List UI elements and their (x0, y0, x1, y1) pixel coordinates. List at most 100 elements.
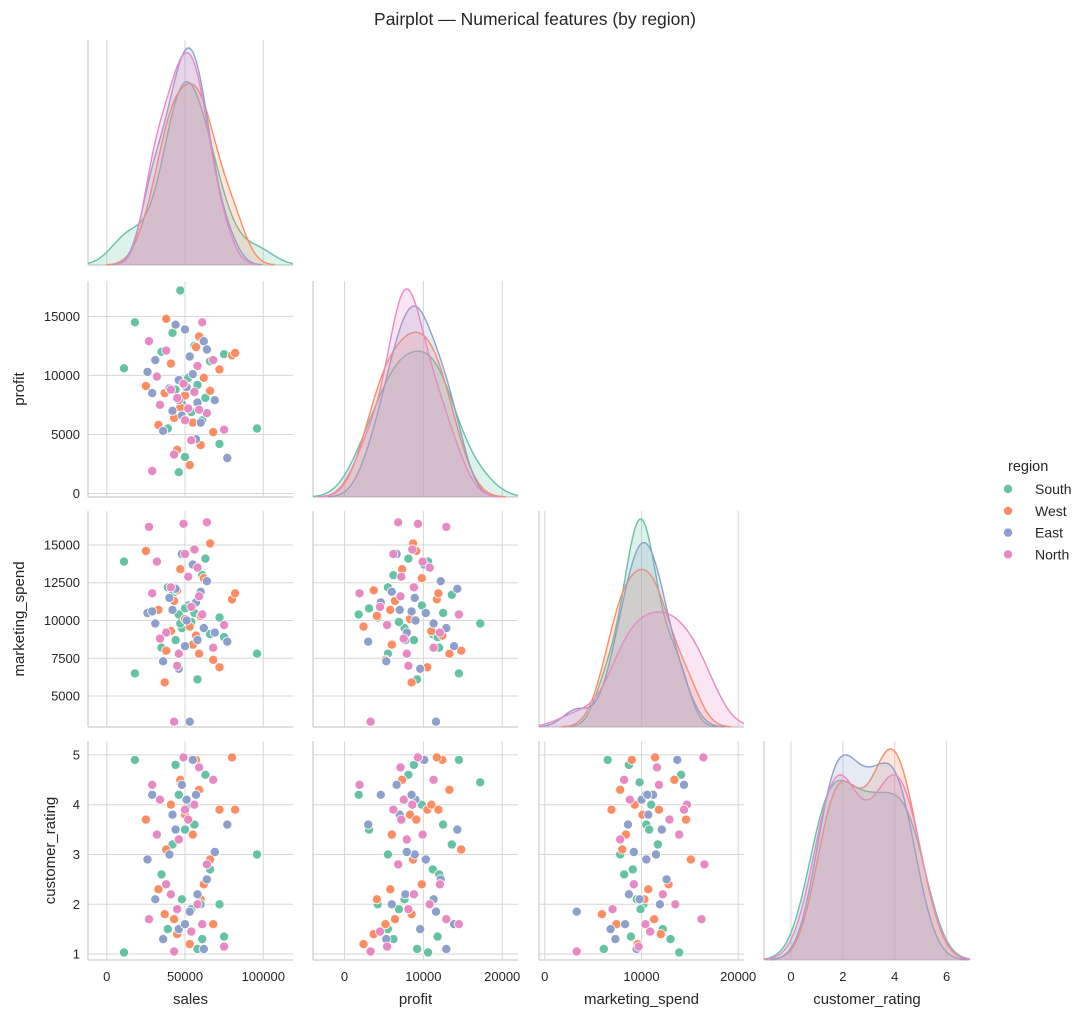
scatter-point-north (401, 834, 412, 845)
scatter-point-north (393, 517, 404, 528)
scatter-point-north (178, 378, 189, 389)
scatter-point-north (374, 926, 385, 937)
scatter-point-north (354, 588, 365, 599)
scatter-point-west (406, 677, 417, 688)
scatter-point-east (406, 789, 417, 800)
panel-customer_rating-vs-customer_rating: 0 2 4 6 customer_rating (763, 741, 971, 1008)
scatter-point-west (431, 752, 442, 763)
scatter-point-south (438, 819, 449, 830)
scatter-point-east (164, 592, 175, 603)
panel-marketing_spend-vs-sales: 5000 7500 10000 12500 15000 marketing_spend (11, 511, 293, 728)
scatter-point-north (192, 899, 203, 910)
scatter-point-south (162, 924, 173, 935)
scatter-point-south (129, 668, 140, 679)
scatter-point-north (674, 829, 685, 840)
scatter-point-east (605, 924, 616, 935)
legend-item-west: West (1003, 503, 1067, 519)
y-tick-label: 10000 (44, 368, 80, 383)
kde-line-north (538, 611, 745, 727)
x-tick-label: 0 (541, 969, 548, 984)
scatter-point-north (154, 633, 165, 644)
scatter-point-south (176, 894, 187, 905)
scatter-point-north (434, 879, 445, 890)
scatter-point-east (181, 615, 192, 626)
scatter-point-north (428, 774, 439, 785)
scatter-point-west (685, 854, 696, 865)
scatter-point-north (696, 914, 707, 925)
scatter-point-north (186, 435, 197, 446)
scatter-point-west (385, 604, 396, 615)
scatter-point-north (186, 926, 197, 937)
y-axis-label: profit (11, 372, 28, 406)
scatter-point-west (159, 909, 170, 920)
scatter-point-west (386, 639, 397, 650)
scatter-point-north (219, 620, 230, 631)
scatter-point-south (619, 869, 630, 880)
scatter-point-south (129, 317, 140, 328)
x-axis-label: profit (399, 991, 433, 1008)
scatter-point-north (412, 518, 423, 529)
scatter-point-north (192, 562, 203, 573)
y-axis-label: customer_rating (42, 797, 59, 905)
scatter-point-south (214, 612, 225, 623)
scatter-point-east (410, 615, 421, 626)
scatter-point-east (167, 405, 178, 416)
scatter-point-east (430, 716, 441, 727)
scatter-point-north (147, 588, 158, 599)
legend-label: West (1035, 503, 1067, 519)
scatter-point-east (201, 874, 212, 885)
kde-line-north (318, 288, 501, 498)
scatter-point-east (391, 779, 402, 790)
scatter-point-east (195, 417, 206, 428)
scatter-point-west (187, 829, 198, 840)
x-tick-label: 0 (787, 969, 794, 984)
scatter-point-north (607, 904, 618, 915)
scatter-point-north (161, 345, 172, 356)
scatter-point-east (147, 789, 158, 800)
scatter-point-west (389, 914, 400, 925)
y-tick-label: 5000 (51, 427, 80, 442)
scatter-point-north (219, 424, 230, 435)
legend-marker (1003, 550, 1013, 559)
legend: region South West East North (1003, 459, 1072, 562)
scatter-point-west (617, 844, 628, 855)
scatter-point-east (642, 789, 653, 800)
scatter-point-south (353, 789, 364, 800)
scatter-point-north (189, 386, 200, 397)
scatter-point-west (159, 677, 170, 688)
scatter-point-south (170, 759, 181, 770)
scatter-point-west (596, 909, 607, 920)
scatter-point-east (623, 889, 634, 900)
scatter-point-south (173, 789, 184, 800)
panel-marketing_spend-vs-marketing_spend (538, 511, 745, 728)
x-tick-label: 4 (891, 969, 898, 984)
scatter-point-south (475, 777, 486, 788)
scatter-point-north (161, 627, 172, 638)
scatter-point-south (156, 869, 167, 880)
scatter-point-south (634, 777, 645, 788)
scatter-point-east (187, 754, 198, 765)
panel-customer_rating-vs-marketing_spend: 0 10000 20000 marketing_spend (538, 741, 756, 1008)
scatter-point-south (403, 553, 414, 564)
scatter-point-east (661, 874, 672, 885)
scatter-point-east (170, 824, 181, 835)
scatter-point-west (230, 804, 241, 815)
x-tick-label: 0 (341, 969, 348, 984)
scatter-point-south (200, 392, 211, 403)
scatter-point-west (626, 754, 637, 765)
scatter-point-north (417, 829, 428, 840)
x-tick-label: 100000 (242, 969, 285, 984)
scatter-point-west (214, 804, 225, 815)
kde-line-north (763, 774, 971, 961)
scatter-point-south (129, 754, 140, 765)
scatter-point-west (371, 611, 382, 622)
scatter-point-east (142, 366, 153, 377)
scatter-point-east (415, 663, 426, 674)
y-tick-label: 3 (73, 847, 80, 862)
scatter-point-south (214, 438, 225, 449)
scatter-point-south (382, 849, 393, 860)
panel-sales-vs-sales (87, 40, 294, 266)
scatter-point-west (140, 814, 151, 825)
scatter-point-east (415, 924, 426, 935)
scatter-point-north (178, 752, 189, 763)
